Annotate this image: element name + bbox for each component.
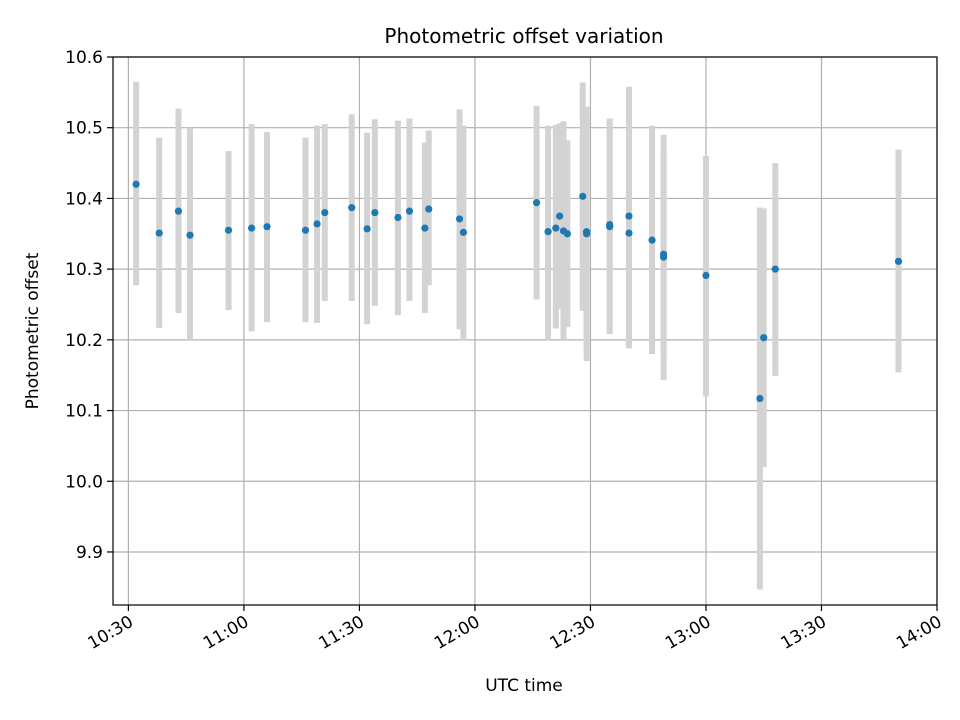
y-tick-label: 10.1: [65, 402, 103, 422]
data-point: [371, 208, 379, 217]
data-points: [132, 180, 903, 403]
data-point: [563, 230, 571, 238]
data-point: [459, 228, 467, 236]
y-tick-label: 10.4: [65, 189, 103, 209]
data-point: [625, 212, 633, 220]
y-tick-label: 10.5: [65, 119, 103, 139]
data-point: [363, 225, 371, 233]
data-point: [579, 192, 587, 200]
chart-title: Photometric offset variation: [384, 24, 663, 48]
data-point: [756, 394, 764, 403]
data-point: [660, 250, 668, 258]
data-point: [174, 207, 183, 215]
data-point: [348, 204, 356, 212]
data-point: [321, 208, 329, 217]
y-tick-label: 10.0: [65, 472, 103, 492]
data-point: [455, 215, 464, 223]
data-point: [552, 224, 560, 232]
plot-frame: [112, 56, 938, 606]
data-point: [186, 231, 194, 239]
x-axis-title: UTC time: [485, 676, 563, 696]
y-axis-title: Photometric offset: [23, 252, 43, 409]
data-point: [648, 236, 656, 244]
data-point: [248, 224, 256, 232]
data-point: [405, 207, 414, 215]
data-point: [532, 199, 541, 207]
data-point: [583, 228, 591, 236]
data-point: [702, 271, 710, 280]
data-point: [421, 224, 429, 232]
data-point: [132, 180, 140, 188]
data-point: [394, 213, 402, 222]
data-point: [313, 220, 321, 228]
y-tick-label: 9.9: [76, 543, 103, 563]
y-tick-label: 10.6: [65, 48, 103, 68]
data-point: [155, 229, 163, 237]
data-point: [224, 226, 233, 234]
data-point: [556, 212, 564, 220]
y-axis: 9.9 10.0 10.1 10.2 10.3 10.4 10.5 10.6: [65, 48, 113, 563]
data-point: [606, 220, 614, 229]
data-point: [894, 257, 903, 265]
data-point: [544, 228, 552, 236]
data-point: [771, 265, 779, 273]
y-tick-label: 10.2: [65, 331, 103, 351]
data-point: [760, 334, 768, 342]
y-tick-label: 10.3: [65, 260, 103, 280]
data-point: [425, 205, 433, 213]
data-point: [301, 226, 310, 234]
data-point: [625, 229, 633, 237]
data-point: [263, 223, 271, 231]
